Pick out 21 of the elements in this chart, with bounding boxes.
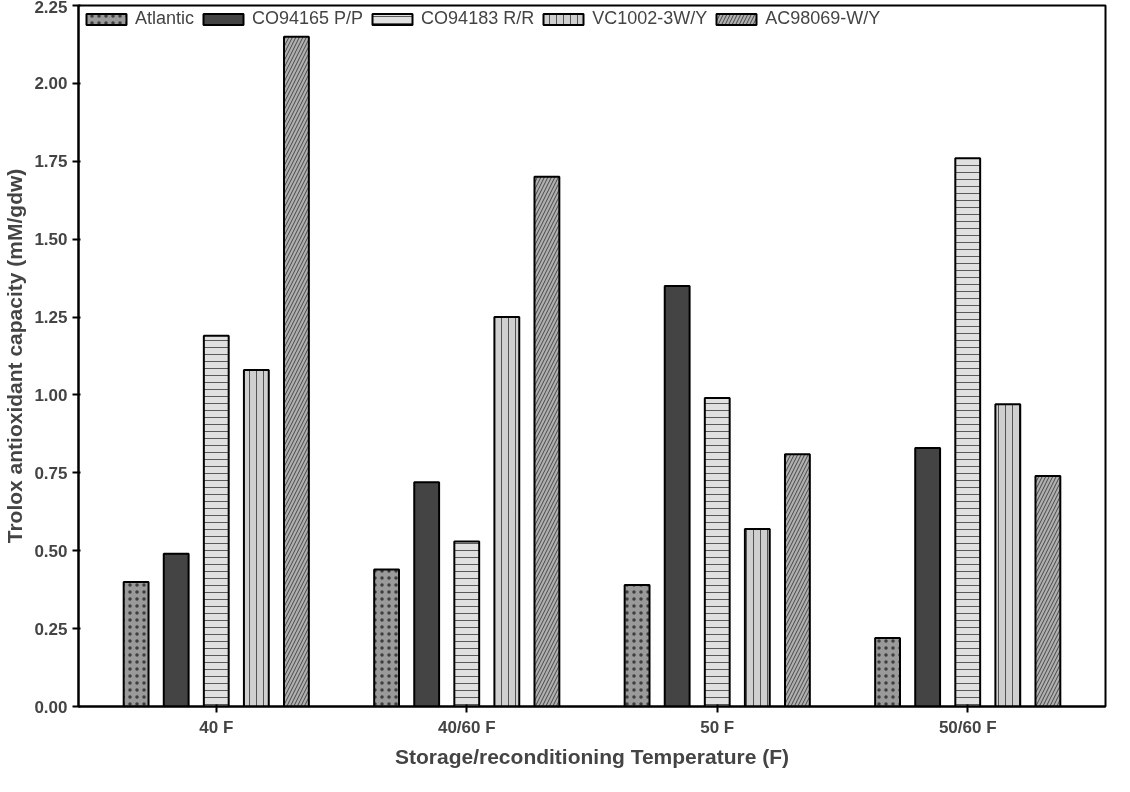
y-tick-label: 2.00 [34, 74, 68, 94]
y-tick-label: 0.25 [34, 619, 68, 639]
y-tick-label: 0.50 [34, 541, 68, 561]
y-tick-label: 0.75 [34, 463, 68, 483]
y-axis-title: Trolox antioxidant capacity (mM/gdw) [3, 168, 27, 544]
y-tick-label: 1.25 [34, 308, 68, 328]
legend-label: AC98069-W/Y [765, 8, 881, 29]
legend-label: CO94165 P/P [252, 8, 364, 29]
x-tick-label: 40 F [199, 717, 234, 737]
legend-label: Atlantic [135, 8, 195, 29]
y-tick-label: 1.75 [34, 152, 68, 172]
x-tick-label: 40/60 F [437, 717, 496, 737]
x-axis-title: Storage/reconditioning Temperature (F) [395, 744, 789, 768]
x-tick-label: 50 F [700, 717, 735, 737]
legend-label: VC1002-3W/Y [592, 8, 708, 29]
y-tick-label: 1.50 [34, 230, 68, 250]
y-tick-label: 2.25 [34, 0, 68, 17]
y-tick-label: 1.00 [34, 385, 68, 405]
legend-label: CO94183 R/R [421, 8, 535, 29]
x-tick-label: 50/60 F [938, 717, 997, 737]
y-tick-label: 0.00 [34, 697, 68, 717]
